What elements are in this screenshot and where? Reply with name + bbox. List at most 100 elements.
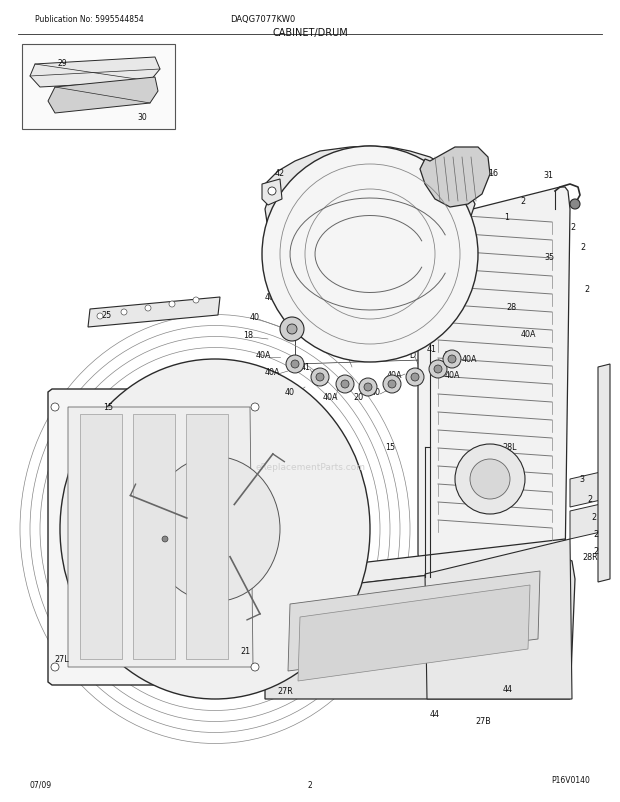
Circle shape xyxy=(316,374,324,382)
Polygon shape xyxy=(133,415,175,659)
Polygon shape xyxy=(262,180,282,206)
Polygon shape xyxy=(288,571,540,671)
Text: 2: 2 xyxy=(520,197,526,206)
Polygon shape xyxy=(80,415,122,659)
Circle shape xyxy=(443,350,461,369)
Text: eReplacementParts.com: eReplacementParts.com xyxy=(255,463,365,472)
Circle shape xyxy=(251,403,259,411)
Circle shape xyxy=(341,380,349,388)
Circle shape xyxy=(434,366,442,374)
Text: 23: 23 xyxy=(365,268,375,277)
Text: 4: 4 xyxy=(495,490,500,499)
Text: 40A: 40A xyxy=(445,371,460,380)
Text: 30: 30 xyxy=(137,113,147,123)
Text: 41: 41 xyxy=(301,363,311,372)
Circle shape xyxy=(51,403,59,411)
Text: 20: 20 xyxy=(162,512,172,522)
Circle shape xyxy=(97,314,103,320)
Text: 28: 28 xyxy=(506,303,516,312)
Text: 40: 40 xyxy=(371,388,381,397)
Text: 40A: 40A xyxy=(386,371,402,380)
Text: 44: 44 xyxy=(430,710,440,719)
Ellipse shape xyxy=(60,359,370,699)
Circle shape xyxy=(193,298,199,304)
Text: 44: 44 xyxy=(503,685,513,694)
Polygon shape xyxy=(48,390,270,685)
Text: 3: 3 xyxy=(580,475,585,484)
Circle shape xyxy=(251,663,259,671)
Polygon shape xyxy=(186,415,228,659)
Circle shape xyxy=(411,374,419,382)
Text: 2: 2 xyxy=(593,530,598,539)
Text: 31: 31 xyxy=(543,170,553,180)
Text: 2: 2 xyxy=(580,243,585,252)
Circle shape xyxy=(286,355,304,374)
Polygon shape xyxy=(570,472,605,508)
Text: 16: 16 xyxy=(488,168,498,177)
Text: 27B: 27B xyxy=(475,717,491,726)
Polygon shape xyxy=(68,407,253,667)
Text: 41: 41 xyxy=(339,351,349,360)
Text: 27L: 27L xyxy=(55,654,69,664)
Text: 15: 15 xyxy=(103,403,113,412)
Text: 17: 17 xyxy=(449,185,459,194)
Text: 2: 2 xyxy=(593,547,598,556)
Text: 2: 2 xyxy=(585,286,590,294)
Circle shape xyxy=(429,361,447,379)
Text: 15: 15 xyxy=(385,443,395,452)
Text: 40A: 40A xyxy=(520,330,536,339)
Text: 40A: 40A xyxy=(264,294,280,302)
Text: 25: 25 xyxy=(102,311,112,320)
Text: 21: 21 xyxy=(240,646,250,656)
Circle shape xyxy=(570,200,580,210)
Polygon shape xyxy=(598,365,610,582)
Polygon shape xyxy=(22,45,175,130)
Text: 40A: 40A xyxy=(255,351,271,360)
Circle shape xyxy=(383,375,401,394)
Polygon shape xyxy=(48,78,158,114)
Polygon shape xyxy=(420,148,490,208)
Circle shape xyxy=(268,188,276,196)
Circle shape xyxy=(121,310,127,316)
Circle shape xyxy=(291,361,299,369)
Text: 35: 35 xyxy=(544,253,554,262)
Text: 2: 2 xyxy=(591,512,596,522)
Text: 2: 2 xyxy=(587,495,593,504)
Text: 40A: 40A xyxy=(461,355,477,364)
Text: Publication No: 5995544854: Publication No: 5995544854 xyxy=(35,15,144,24)
Circle shape xyxy=(406,369,424,387)
Circle shape xyxy=(51,663,59,671)
Polygon shape xyxy=(418,188,570,573)
Polygon shape xyxy=(425,539,572,699)
Text: 2: 2 xyxy=(570,223,575,233)
Text: P16V0140: P16V0140 xyxy=(551,775,590,784)
Circle shape xyxy=(262,147,478,363)
Circle shape xyxy=(448,355,456,363)
Polygon shape xyxy=(265,539,568,594)
Text: 41: 41 xyxy=(427,345,437,354)
Circle shape xyxy=(169,302,175,308)
Polygon shape xyxy=(30,58,160,88)
Circle shape xyxy=(359,379,377,396)
Text: D: D xyxy=(409,351,415,360)
Polygon shape xyxy=(88,298,220,327)
Text: 40A: 40A xyxy=(264,368,280,377)
Circle shape xyxy=(311,369,329,387)
Text: 07/09: 07/09 xyxy=(30,780,52,789)
Polygon shape xyxy=(265,147,475,263)
Polygon shape xyxy=(570,504,605,539)
Text: 41: 41 xyxy=(443,351,453,360)
Text: 1: 1 xyxy=(505,213,510,222)
Text: 40: 40 xyxy=(250,313,260,322)
Text: 29: 29 xyxy=(57,59,67,67)
Circle shape xyxy=(145,306,151,312)
Text: 40: 40 xyxy=(285,388,295,397)
Text: 18: 18 xyxy=(332,260,342,269)
Circle shape xyxy=(364,383,372,391)
Circle shape xyxy=(287,325,297,334)
Text: CABINET/DRUM: CABINET/DRUM xyxy=(272,28,348,38)
Text: 40A: 40A xyxy=(406,375,422,384)
Polygon shape xyxy=(265,559,575,699)
Text: 18: 18 xyxy=(322,241,332,249)
Text: 27R: 27R xyxy=(277,687,293,695)
